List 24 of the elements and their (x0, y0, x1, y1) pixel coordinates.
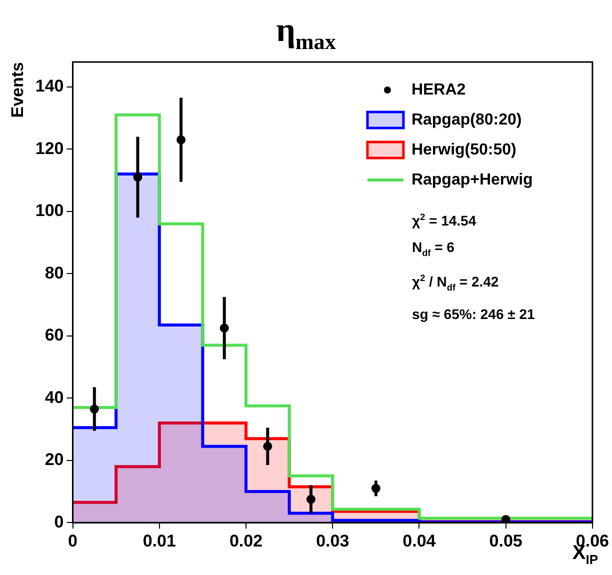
y-tick-label: 0 (54, 512, 64, 532)
legend-label: Rapgap+Herwig (411, 171, 533, 188)
x-tick-label: 0 (68, 531, 78, 550)
annotation: sg ≈ 65%: 246 ± 21 (412, 304, 535, 324)
legend-label: HERA2 (411, 81, 466, 98)
x-tick-label: 0.05 (489, 531, 522, 550)
y-axis-title: Events (8, 62, 27, 118)
annotation: N$_{df}$ = 6 (412, 238, 456, 260)
y-tick-label: 20 (44, 450, 64, 470)
chart-title: η$_{max}$ (275, 12, 337, 55)
y-tick-label: 120 (35, 138, 64, 158)
annotation: χ$^{2}$ / N$_{df}$ = 2.42 (412, 272, 500, 295)
annotation: χ$^{2}$ = 14.54 (412, 211, 478, 231)
y-tick-label: 60 (44, 326, 64, 345)
y-tick-label: 80 (44, 263, 64, 282)
x-tick-label: 0.03 (316, 531, 350, 550)
legend-label: Herwig(50:50) (411, 141, 516, 158)
y-tick-label: 100 (35, 201, 64, 220)
x-tick-label: 0.02 (229, 531, 263, 550)
x-tick-label: 0.01 (142, 531, 176, 550)
x-tick-label: 0.04 (402, 531, 436, 550)
y-tick-label: 140 (35, 76, 64, 96)
legend-label: Rapgap(80:20) (411, 111, 522, 128)
y-tick-label: 40 (44, 388, 64, 407)
